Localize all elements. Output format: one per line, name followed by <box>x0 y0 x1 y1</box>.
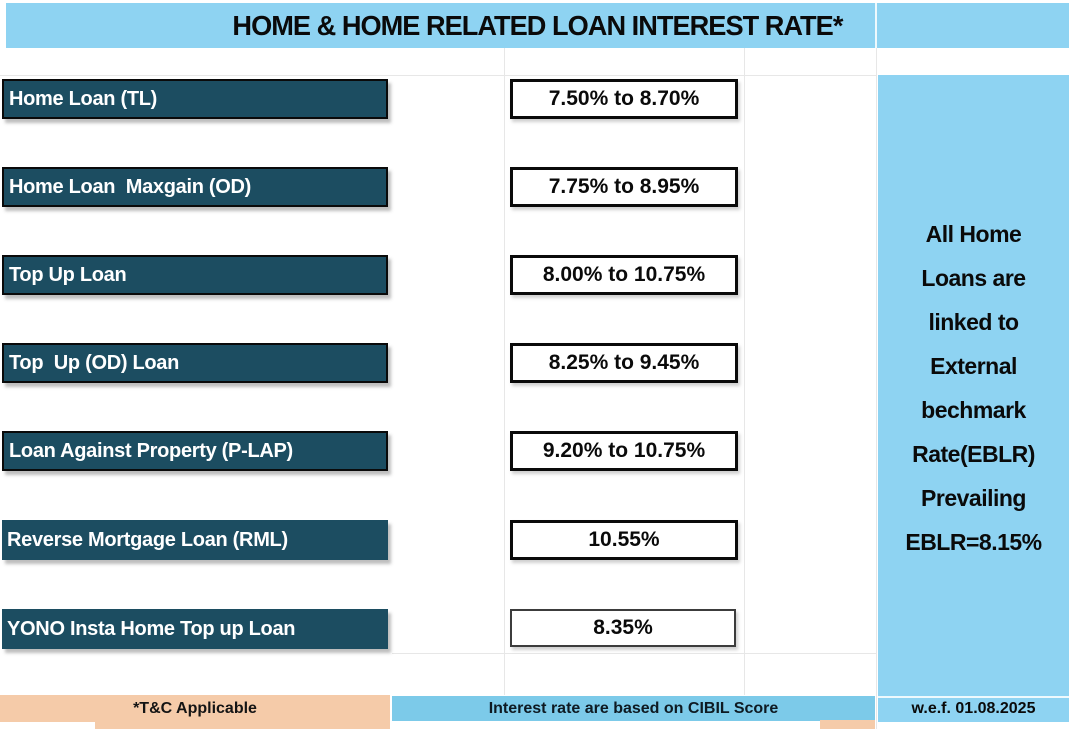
loan-name-bar: Top Up Loan <box>2 255 388 295</box>
title-banner: HOME & HOME RELATED LOAN INTEREST RATE* <box>6 3 1069 48</box>
loan-name-bar: Reverse Mortgage Loan (RML) <box>2 520 388 560</box>
side-note-line: bechmark <box>921 397 1026 423</box>
gridline-horizontal <box>0 75 876 76</box>
loan-name: Home Loan (TL) <box>9 87 158 110</box>
footer-tnc-bar-lower <box>95 722 390 729</box>
loan-row: Top Up (OD) Loan 8.25% to 9.45% <box>0 343 880 387</box>
footer-cibil-bar: Interest rate are based on CIBIL Score <box>392 696 875 721</box>
side-note-panel: All Home Loans are linked to External be… <box>878 75 1069 722</box>
rate-value: 8.00% to 10.75% <box>542 263 706 286</box>
loan-name: Loan Against Property (P-LAP) <box>9 439 293 462</box>
rate-value: 7.75% to 8.95% <box>548 175 700 198</box>
rate-box: 7.50% to 8.70% <box>510 79 738 119</box>
side-note-line: Loans are <box>921 265 1026 291</box>
gridline-horizontal <box>392 653 876 654</box>
header-column-divider <box>875 3 877 48</box>
loan-name: Top Up (OD) Loan <box>9 351 180 374</box>
rate-box: 8.35% <box>510 609 736 647</box>
rate-value: 8.35% <box>593 616 653 639</box>
loan-name-bar: Loan Against Property (P-LAP) <box>2 431 388 471</box>
loan-name: Top Up Loan <box>9 263 127 286</box>
panel-row-divider <box>878 696 1069 698</box>
loan-name-bar: Top Up (OD) Loan <box>2 343 388 383</box>
loan-row: Reverse Mortgage Loan (RML) 10.55% <box>0 520 880 564</box>
footer-tnc-bar: *T&C Applicable <box>0 695 390 722</box>
gridline-vertical <box>876 48 877 729</box>
loan-row: YONO Insta Home Top up Loan 8.35% <box>0 609 880 653</box>
side-note-line: Rate(EBLR) <box>912 441 1035 467</box>
footer-peach-sliver <box>820 720 875 729</box>
loan-row: Top Up Loan 8.00% to 10.75% <box>0 255 880 299</box>
loan-name-bar: Home Loan Maxgain (OD) <box>2 167 388 207</box>
tnc-text: *T&C Applicable <box>133 699 257 717</box>
effective-date-text: w.e.f. 01.08.2025 <box>911 700 1036 717</box>
loan-row: Home Loan Maxgain (OD) 7.75% to 8.95% <box>0 167 880 211</box>
gridline-vertical <box>504 48 505 695</box>
rate-box: 10.55% <box>510 520 738 560</box>
rate-value: 10.55% <box>588 528 660 551</box>
rate-box: 8.00% to 10.75% <box>510 255 738 295</box>
cibil-note-text: Interest rate are based on CIBIL Score <box>488 699 779 717</box>
rate-box: 9.20% to 10.75% <box>510 431 738 471</box>
footer-effective-date: w.e.f. 01.08.2025 <box>878 696 1069 722</box>
loan-name: Reverse Mortgage Loan (RML) <box>7 528 288 551</box>
side-note-text: All Home Loans are linked to External be… <box>878 212 1069 564</box>
page-title: HOME & HOME RELATED LOAN INTEREST RATE* <box>232 9 843 41</box>
rate-value: 7.50% to 8.70% <box>548 87 700 110</box>
loan-name-bar: YONO Insta Home Top up Loan <box>2 609 388 649</box>
rate-value: 9.20% to 10.75% <box>542 439 706 462</box>
rate-box: 8.25% to 9.45% <box>510 343 738 383</box>
side-note-line: External <box>930 353 1017 379</box>
gridline-vertical <box>744 48 745 695</box>
side-note-line: All Home <box>925 221 1022 247</box>
side-note-line: EBLR=8.15% <box>905 529 1042 555</box>
side-note-line: Prevailing <box>921 485 1026 511</box>
rate-value: 8.25% to 9.45% <box>548 351 700 374</box>
loan-name-bar: Home Loan (TL) <box>2 79 388 119</box>
loan-name: Home Loan Maxgain (OD) <box>9 175 252 198</box>
rate-box: 7.75% to 8.95% <box>510 167 738 207</box>
loan-name: YONO Insta Home Top up Loan <box>7 617 296 640</box>
loan-row: Loan Against Property (P-LAP) 9.20% to 1… <box>0 431 880 475</box>
loan-row: Home Loan (TL) 7.50% to 8.70% <box>0 79 880 123</box>
side-note-line: linked to <box>928 309 1019 335</box>
